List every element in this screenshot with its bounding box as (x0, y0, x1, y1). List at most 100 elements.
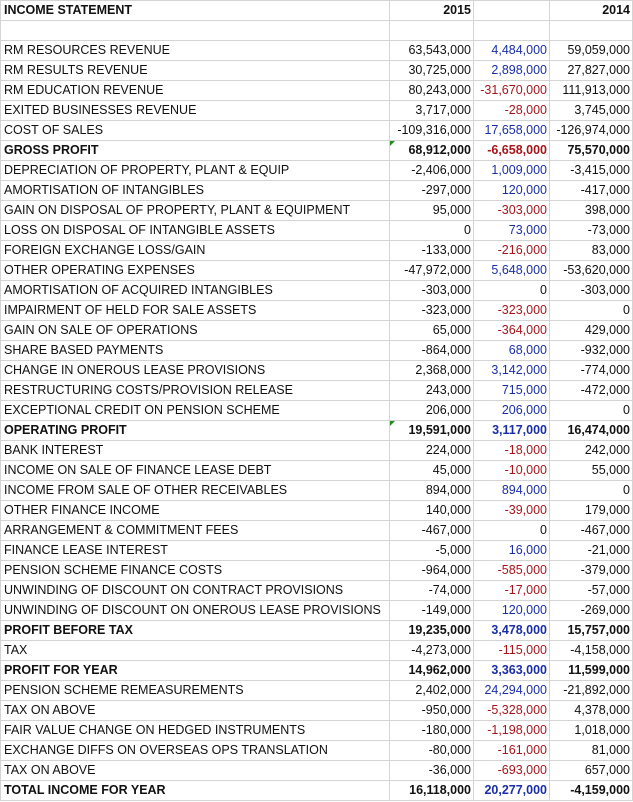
value-difference[interactable]: 4,484,000 (473, 40, 550, 61)
value-2014[interactable]: -379,000 (549, 560, 633, 581)
row-label[interactable]: EXCHANGE DIFFS ON OVERSEAS OPS TRANSLATI… (0, 740, 390, 761)
value-2014[interactable]: 15,757,000 (549, 620, 633, 641)
row-label[interactable]: RM EDUCATION REVENUE (0, 80, 390, 101)
value-2015[interactable]: 894,000 (389, 480, 474, 501)
value-2015[interactable]: 80,243,000 (389, 80, 474, 101)
row-label[interactable]: ARRANGEMENT & COMMITMENT FEES (0, 520, 390, 541)
value-2014[interactable]: 27,827,000 (549, 60, 633, 81)
value-2015[interactable]: 68,912,000 (389, 140, 474, 161)
value-difference[interactable]: 1,009,000 (473, 160, 550, 181)
row-label[interactable]: INCOME ON SALE OF FINANCE LEASE DEBT (0, 460, 390, 481)
value-2015[interactable]: 63,543,000 (389, 40, 474, 61)
empty-cell[interactable] (0, 20, 390, 41)
value-2014[interactable]: 111,913,000 (549, 80, 633, 101)
value-2014[interactable]: 1,018,000 (549, 720, 633, 741)
value-2014[interactable]: 83,000 (549, 240, 633, 261)
value-2014[interactable]: -269,000 (549, 600, 633, 621)
value-2014[interactable]: -53,620,000 (549, 260, 633, 281)
row-label[interactable]: UNWINDING OF DISCOUNT ON CONTRACT PROVIS… (0, 580, 390, 601)
value-2014[interactable]: 11,599,000 (549, 660, 633, 681)
value-difference[interactable]: 17,658,000 (473, 120, 550, 141)
value-difference[interactable]: -6,658,000 (473, 140, 550, 161)
value-2015[interactable]: -180,000 (389, 720, 474, 741)
value-2014[interactable]: 55,000 (549, 460, 633, 481)
value-2014[interactable]: -467,000 (549, 520, 633, 541)
row-label[interactable]: UNWINDING OF DISCOUNT ON ONEROUS LEASE P… (0, 600, 390, 621)
row-label[interactable]: COST OF SALES (0, 120, 390, 141)
value-difference[interactable]: -10,000 (473, 460, 550, 481)
row-label[interactable]: GROSS PROFIT (0, 140, 390, 161)
row-label[interactable]: GAIN ON SALE OF OPERATIONS (0, 320, 390, 341)
value-difference[interactable]: 120,000 (473, 180, 550, 201)
value-difference[interactable]: 206,000 (473, 400, 550, 421)
value-2015[interactable]: 0 (389, 220, 474, 241)
value-2015[interactable]: 243,000 (389, 380, 474, 401)
row-label[interactable]: OPERATING PROFIT (0, 420, 390, 441)
value-difference[interactable]: 16,000 (473, 540, 550, 561)
value-2015[interactable]: 16,118,000 (389, 780, 474, 801)
value-difference[interactable]: -28,000 (473, 100, 550, 121)
value-2015[interactable]: -323,000 (389, 300, 474, 321)
value-difference[interactable]: -323,000 (473, 300, 550, 321)
value-2014[interactable]: 179,000 (549, 500, 633, 521)
row-label[interactable]: TAX ON ABOVE (0, 760, 390, 781)
row-label[interactable]: DEPRECIATION OF PROPERTY, PLANT & EQUIP (0, 160, 390, 181)
row-label[interactable]: FOREIGN EXCHANGE LOSS/GAIN (0, 240, 390, 261)
value-2015[interactable]: -80,000 (389, 740, 474, 761)
value-2015[interactable]: -133,000 (389, 240, 474, 261)
value-difference[interactable]: -693,000 (473, 760, 550, 781)
value-2015[interactable]: -36,000 (389, 760, 474, 781)
value-2014[interactable]: -4,158,000 (549, 640, 633, 661)
value-difference[interactable]: -115,000 (473, 640, 550, 661)
row-label[interactable]: FINANCE LEASE INTEREST (0, 540, 390, 561)
value-2015[interactable]: 224,000 (389, 440, 474, 461)
value-difference[interactable]: 0 (473, 280, 550, 301)
row-label[interactable]: PROFIT FOR YEAR (0, 660, 390, 681)
value-2015[interactable]: -47,972,000 (389, 260, 474, 281)
value-2015[interactable]: -964,000 (389, 560, 474, 581)
row-label[interactable]: FAIR VALUE CHANGE ON HEDGED INSTRUMENTS (0, 720, 390, 741)
value-difference[interactable]: 73,000 (473, 220, 550, 241)
value-difference[interactable]: -364,000 (473, 320, 550, 341)
value-2015[interactable]: 65,000 (389, 320, 474, 341)
value-2015[interactable]: -74,000 (389, 580, 474, 601)
value-2015[interactable]: 19,591,000 (389, 420, 474, 441)
row-label[interactable]: CHANGE IN ONEROUS LEASE PROVISIONS (0, 360, 390, 381)
value-2015[interactable]: -2,406,000 (389, 160, 474, 181)
value-2014[interactable]: 16,474,000 (549, 420, 633, 441)
value-2014[interactable]: -3,415,000 (549, 160, 633, 181)
value-2014[interactable]: 4,378,000 (549, 700, 633, 721)
value-2015[interactable]: -303,000 (389, 280, 474, 301)
empty-cell[interactable] (473, 20, 550, 41)
value-2015[interactable]: -149,000 (389, 600, 474, 621)
value-2014[interactable]: 0 (549, 480, 633, 501)
value-2014[interactable]: -774,000 (549, 360, 633, 381)
value-difference[interactable]: 3,142,000 (473, 360, 550, 381)
value-2014[interactable]: 242,000 (549, 440, 633, 461)
year-2014-header[interactable]: 2014 (549, 0, 633, 21)
row-label[interactable]: SHARE BASED PAYMENTS (0, 340, 390, 361)
value-2015[interactable]: -467,000 (389, 520, 474, 541)
value-2015[interactable]: -109,316,000 (389, 120, 474, 141)
value-2015[interactable]: 30,725,000 (389, 60, 474, 81)
value-difference[interactable]: -18,000 (473, 440, 550, 461)
row-label[interactable]: LOSS ON DISPOSAL OF INTANGIBLE ASSETS (0, 220, 390, 241)
value-difference[interactable]: 68,000 (473, 340, 550, 361)
value-2015[interactable]: 206,000 (389, 400, 474, 421)
row-label[interactable]: INCOME FROM SALE OF OTHER RECEIVABLES (0, 480, 390, 501)
value-difference[interactable]: 894,000 (473, 480, 550, 501)
value-2015[interactable]: -950,000 (389, 700, 474, 721)
value-2015[interactable]: 19,235,000 (389, 620, 474, 641)
value-2015[interactable]: 95,000 (389, 200, 474, 221)
value-2014[interactable]: 657,000 (549, 760, 633, 781)
value-difference[interactable]: 20,277,000 (473, 780, 550, 801)
empty-cell[interactable] (549, 20, 633, 41)
value-2014[interactable]: 75,570,000 (549, 140, 633, 161)
value-2015[interactable]: -297,000 (389, 180, 474, 201)
value-2014[interactable]: -417,000 (549, 180, 633, 201)
row-label[interactable]: EXCEPTIONAL CREDIT ON PENSION SCHEME (0, 400, 390, 421)
value-2014[interactable]: 429,000 (549, 320, 633, 341)
value-2014[interactable]: -73,000 (549, 220, 633, 241)
row-label[interactable]: EXITED BUSINESSES REVENUE (0, 100, 390, 121)
row-label[interactable]: PENSION SCHEME REMEASUREMENTS (0, 680, 390, 701)
